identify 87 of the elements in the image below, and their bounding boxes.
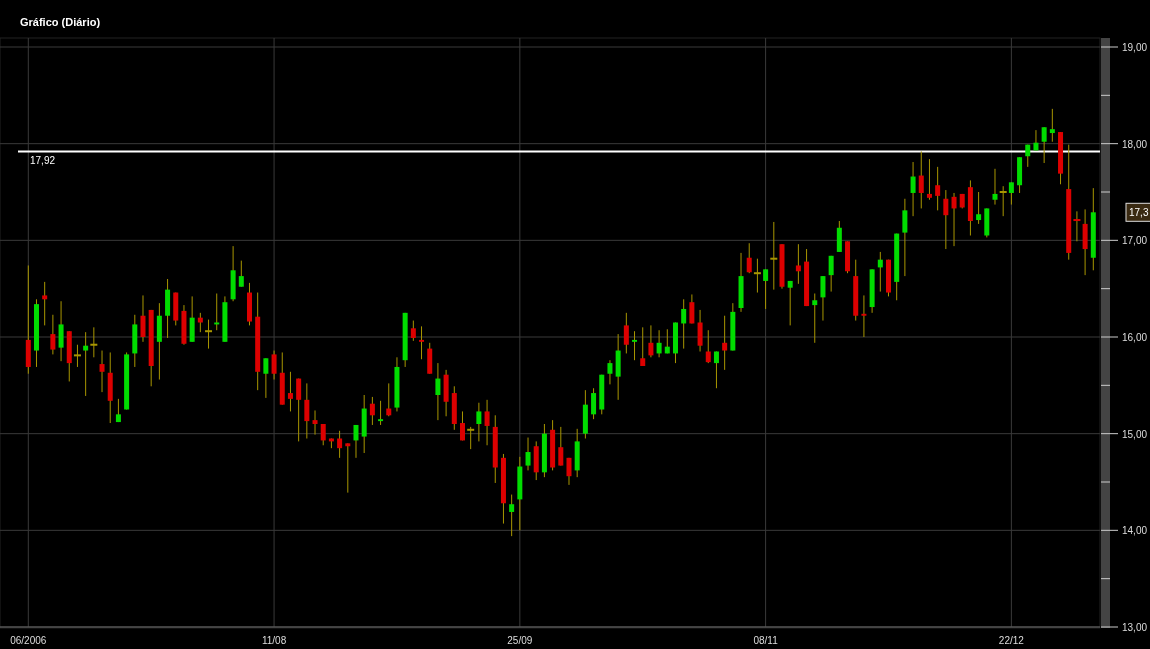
y-tick-label: 14,00 [1122,525,1148,537]
candlestick [558,426,564,467]
candlestick [353,424,359,459]
x-tick-label: 25/09 [507,635,533,646]
candlestick [976,191,982,225]
candlestick [50,314,56,355]
candlestick [812,293,818,344]
candlestick [681,298,687,350]
candlestick [705,329,711,364]
y-tick-label: 18,00 [1122,138,1148,150]
candlestick [320,423,326,446]
candlestick [378,400,384,426]
candlestick [197,312,203,333]
candlestick [435,362,441,421]
candlestick [296,378,302,442]
y-tick-label: 15,00 [1122,428,1148,440]
candlestick [828,255,834,293]
candlestick [1041,126,1047,164]
candlestick [287,371,293,412]
candlestick [648,324,654,358]
candlestick [263,357,269,399]
candlestick [140,294,146,343]
candlestick [73,344,81,368]
candlestick [1008,181,1014,206]
candlestick [1073,210,1081,242]
candlestick [935,166,941,211]
candlestick [787,280,793,326]
candlestick [99,350,105,393]
candlestick [90,326,98,358]
candlestick [902,198,908,277]
chart-title: Gráfico (Diário) [20,16,101,28]
candlestick [459,410,465,441]
candlestick [689,293,695,324]
candlestick [205,319,213,350]
candlestick [525,437,531,471]
y-tick-label: 17,00 [1122,235,1148,247]
candlestick [623,312,629,354]
candlestick [770,221,778,291]
candlestick [926,158,932,201]
candlestick [509,494,515,537]
candlestick [861,294,867,338]
candlestick [656,329,662,358]
ref-line-label: 17,92 [30,155,56,167]
candlestick [591,387,597,420]
candlestick [722,315,728,371]
x-tick-label: 06/2006 [10,635,47,646]
candlestick [238,260,244,288]
candlestick [312,409,318,436]
candlestick [369,396,375,426]
candlestick [410,320,416,342]
candlestick [753,258,761,294]
x-tick-label: 22/12 [998,635,1025,646]
candlestick [632,330,638,361]
candlestick [58,300,64,362]
x-tick-label: 08/11 [753,635,779,646]
candlestick [763,268,769,310]
candlestick [1049,108,1055,143]
y-tick-label: 13,00 [1122,622,1148,633]
candlestick [83,331,89,397]
y-tick-label: 16,00 [1122,332,1148,343]
candlestick [877,251,883,293]
candlestick [992,168,998,206]
candlestick [467,426,475,450]
candlestick [419,325,425,360]
y-tick-label: 19,00 [1122,42,1148,53]
candlestick [713,351,719,389]
candlestick [640,326,646,367]
candlestick [918,150,924,209]
candlestick [42,281,48,326]
candlestick [607,359,613,385]
candlestick [337,430,343,459]
candlestick [566,457,572,486]
candlestick [951,192,957,247]
candlestick [943,189,949,250]
candlestick [304,382,310,439]
candlestick [999,185,1007,217]
candlestick [271,350,277,381]
text: 17,3 [1129,207,1149,219]
x-tick-label: 11/08 [261,635,287,646]
candlestick [484,399,490,446]
candlestick [795,243,801,285]
candlestick [820,275,826,322]
candlestick [746,242,752,274]
candlestick [476,402,482,442]
candlestick [345,442,351,494]
candlestick [697,309,703,352]
candlestick [910,161,916,217]
